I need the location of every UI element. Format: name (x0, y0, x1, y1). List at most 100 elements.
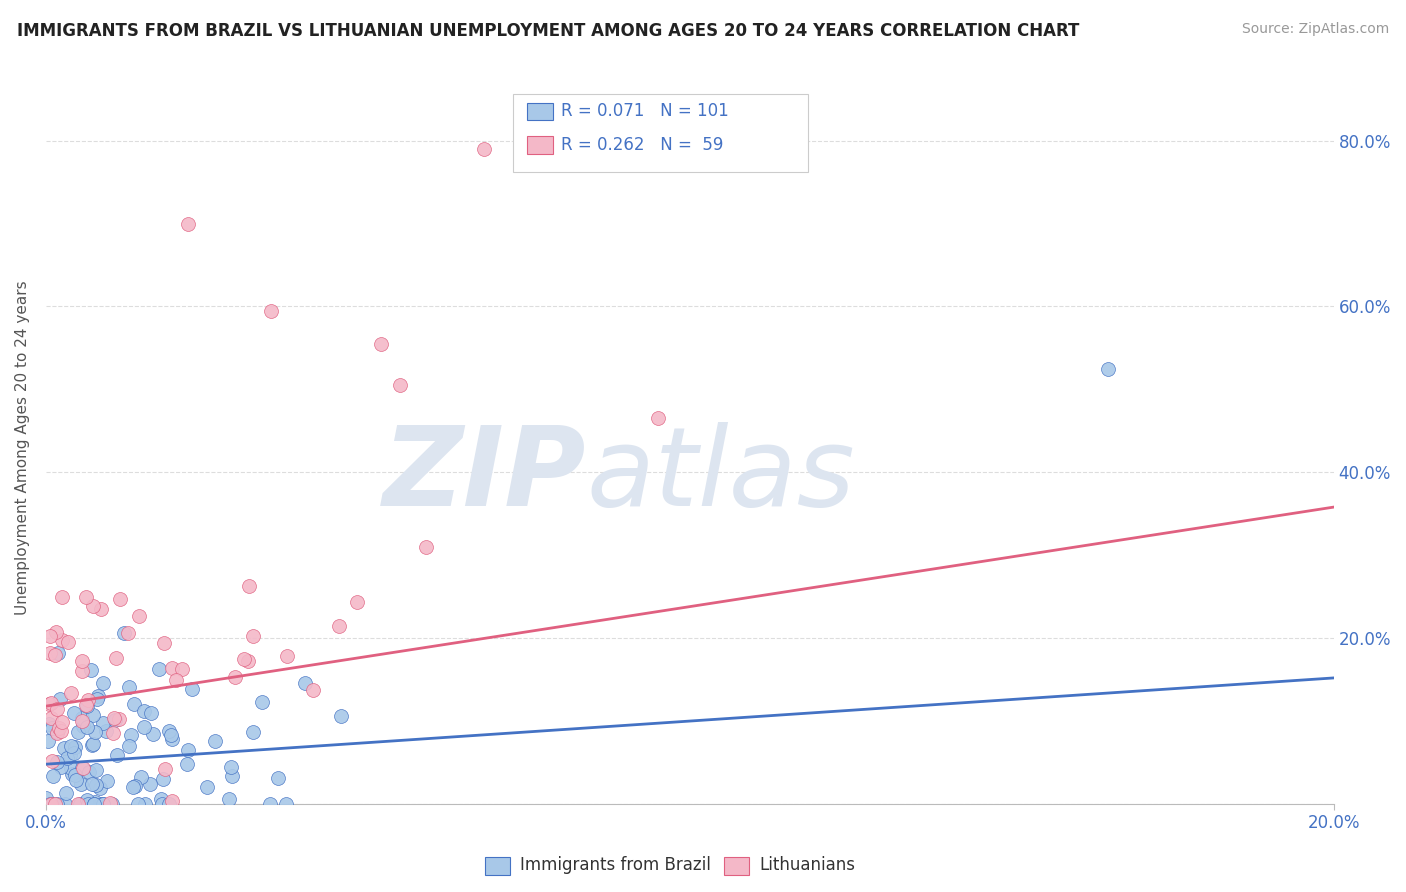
Point (70, 776, 93, 790)
Point (472, 142, 495, 156)
Point (98, 796, 121, 810)
Point (94, 724, 117, 739)
Point (204, 734, 226, 748)
Point (51, 632, 73, 647)
Point (55, 787, 77, 801)
Point (96, 774, 118, 789)
Point (83, 797, 105, 811)
Point (118, 680, 141, 694)
Point (89, 780, 111, 795)
Point (82, 708, 104, 723)
Point (59, 739, 82, 754)
Point (39, 646, 62, 660)
Point (63, 706, 86, 721)
Point (276, 797, 298, 811)
Point (124, 779, 146, 793)
Point (221, 769, 243, 783)
Point (77, 765, 100, 780)
Point (219, 760, 242, 774)
Point (76, 693, 98, 707)
Point (39, 797, 62, 811)
Point (72, 719, 94, 733)
Point (89, 797, 111, 811)
Point (84, 778, 107, 792)
Point (415, 540, 437, 554)
Point (127, 797, 149, 811)
Point (90, 602, 112, 616)
Point (80, 777, 103, 791)
Point (76, 720, 98, 734)
Point (62, 747, 84, 761)
Point (266, 771, 288, 785)
Point (41, 721, 63, 735)
Point (117, 626, 139, 640)
Point (70, 711, 93, 725)
Point (118, 739, 141, 753)
Point (122, 697, 145, 711)
Point (55, 751, 77, 765)
Point (63, 739, 86, 754)
Point (39, 696, 62, 710)
Point (39, 797, 62, 811)
Point (177, 742, 200, 756)
Point (101, 726, 124, 740)
Point (72, 761, 94, 775)
Point (157, 797, 180, 811)
Point (120, 727, 142, 741)
Point (233, 652, 256, 666)
Point (49, 692, 72, 706)
Point (132, 720, 155, 734)
Point (67, 725, 90, 739)
Point (250, 695, 273, 709)
Point (87, 689, 110, 703)
Point (38, 716, 60, 731)
Point (46, 702, 69, 716)
Point (91, 715, 114, 730)
Point (195, 780, 218, 794)
Point (103, 711, 125, 725)
Point (46, 797, 69, 811)
Point (83, 797, 105, 811)
Point (647, 411, 669, 425)
Point (65, 773, 87, 788)
Point (328, 619, 350, 633)
Point (105, 651, 128, 665)
Point (294, 676, 316, 690)
Point (148, 662, 170, 676)
Point (389, 378, 412, 392)
Point (165, 673, 187, 688)
Point (51, 760, 73, 774)
Point (86, 691, 108, 706)
Point (260, 303, 283, 318)
Point (370, 336, 392, 351)
Point (108, 712, 131, 726)
Point (134, 704, 156, 718)
Point (41, 797, 63, 811)
Text: ZIP: ZIP (384, 423, 586, 530)
Point (176, 756, 198, 771)
Point (139, 777, 162, 791)
Point (93, 797, 115, 811)
Point (276, 649, 298, 664)
Point (238, 654, 260, 668)
Point (104, 713, 127, 727)
Text: IMMIGRANTS FROM BRAZIL VS LITHUANIAN UNEMPLOYMENT AMONG AGES 20 TO 24 YEARS CORR: IMMIGRANTS FROM BRAZIL VS LITHUANIAN UNE… (17, 22, 1080, 40)
Point (56, 635, 79, 649)
Point (66, 797, 89, 811)
Point (157, 723, 180, 738)
Point (83, 795, 105, 809)
Point (82, 737, 104, 751)
Point (77, 797, 100, 811)
Point (153, 762, 176, 776)
Point (91, 797, 114, 811)
Y-axis label: Unemployment Among Ages 20 to 24 years: Unemployment Among Ages 20 to 24 years (15, 280, 30, 615)
Point (153, 636, 176, 650)
Point (162, 661, 184, 675)
Point (51, 590, 73, 604)
Point (41, 755, 63, 769)
Point (76, 793, 98, 807)
Point (218, 791, 240, 805)
Point (242, 725, 264, 739)
Point (49, 724, 72, 739)
Point (224, 670, 246, 684)
